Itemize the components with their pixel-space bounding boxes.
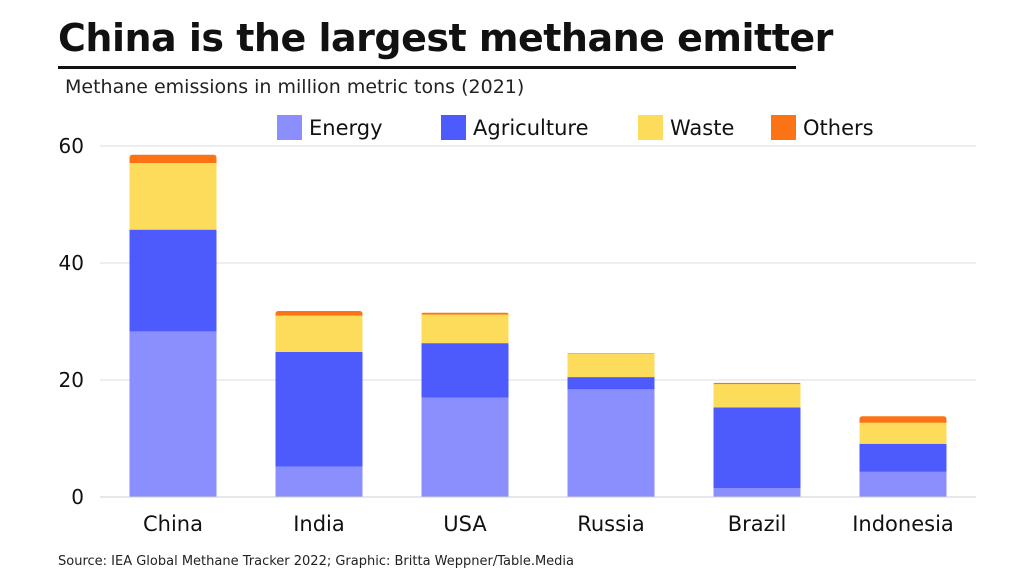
y-tick-label: 0 bbox=[71, 485, 84, 509]
bar-segments bbox=[129, 154, 947, 497]
y-tick-label: 20 bbox=[59, 368, 84, 392]
bar-indonesia-others bbox=[859, 416, 947, 423]
bar-russia-waste bbox=[567, 353, 655, 378]
bar-china-energy bbox=[129, 331, 217, 497]
chart-title: China is the largest methane emitter bbox=[58, 16, 833, 60]
title-underline bbox=[58, 66, 796, 69]
y-tick-label: 60 bbox=[59, 134, 84, 158]
axes: 0 20 40 60 China India USA Russia Brazil Indonesi… bbox=[59, 134, 976, 536]
y-tick-label: 40 bbox=[59, 251, 84, 275]
gridlines bbox=[100, 145, 976, 381]
bar-russia-others bbox=[567, 353, 655, 354]
x-tick-label: China bbox=[143, 512, 203, 536]
legend-swatch bbox=[277, 115, 302, 140]
chart-subtitle: Methane emissions in million metric tons… bbox=[65, 76, 525, 98]
bar-india-agriculture bbox=[275, 351, 363, 467]
bar-china-agriculture bbox=[129, 229, 217, 332]
bar-india-waste bbox=[275, 315, 363, 352]
bar-brazil-waste bbox=[713, 384, 801, 408]
legend: Energy Agriculture Waste Others bbox=[277, 115, 874, 140]
bar-indonesia-energy bbox=[859, 471, 947, 497]
legend-swatch bbox=[771, 115, 796, 140]
bar-usa-others bbox=[421, 312, 509, 315]
chart-source: Source: IEA Global Methane Tracker 2022;… bbox=[58, 554, 575, 569]
legend-label: Energy bbox=[309, 116, 383, 140]
bar-india-others bbox=[275, 310, 363, 316]
bar-china-waste bbox=[129, 162, 217, 230]
bar-indonesia-agriculture bbox=[859, 443, 947, 472]
legend-label: Agriculture bbox=[473, 116, 589, 140]
bar-usa-agriculture bbox=[421, 343, 509, 398]
x-tick-label: Brazil bbox=[728, 512, 787, 536]
bar-india-energy bbox=[275, 466, 363, 497]
legend-label: Waste bbox=[670, 116, 734, 140]
bar-brazil-energy bbox=[713, 488, 801, 497]
legend-swatch bbox=[441, 115, 466, 140]
bar-indonesia-waste bbox=[859, 422, 947, 444]
x-tick-label: India bbox=[293, 512, 345, 536]
x-tick-label: Russia bbox=[577, 512, 645, 536]
x-tick-label: USA bbox=[443, 512, 487, 536]
bar-china-others bbox=[129, 154, 217, 163]
bar-russia-energy bbox=[567, 389, 655, 497]
legend-swatch bbox=[638, 115, 663, 140]
bar-usa-waste bbox=[421, 314, 509, 344]
bar-brazil-agriculture bbox=[713, 407, 801, 489]
legend-label: Others bbox=[803, 116, 874, 140]
x-tick-label: Indonesia bbox=[852, 512, 954, 536]
bar-russia-agriculture bbox=[567, 377, 655, 390]
bar-usa-energy bbox=[421, 397, 509, 497]
bar-brazil-others bbox=[713, 382, 801, 385]
